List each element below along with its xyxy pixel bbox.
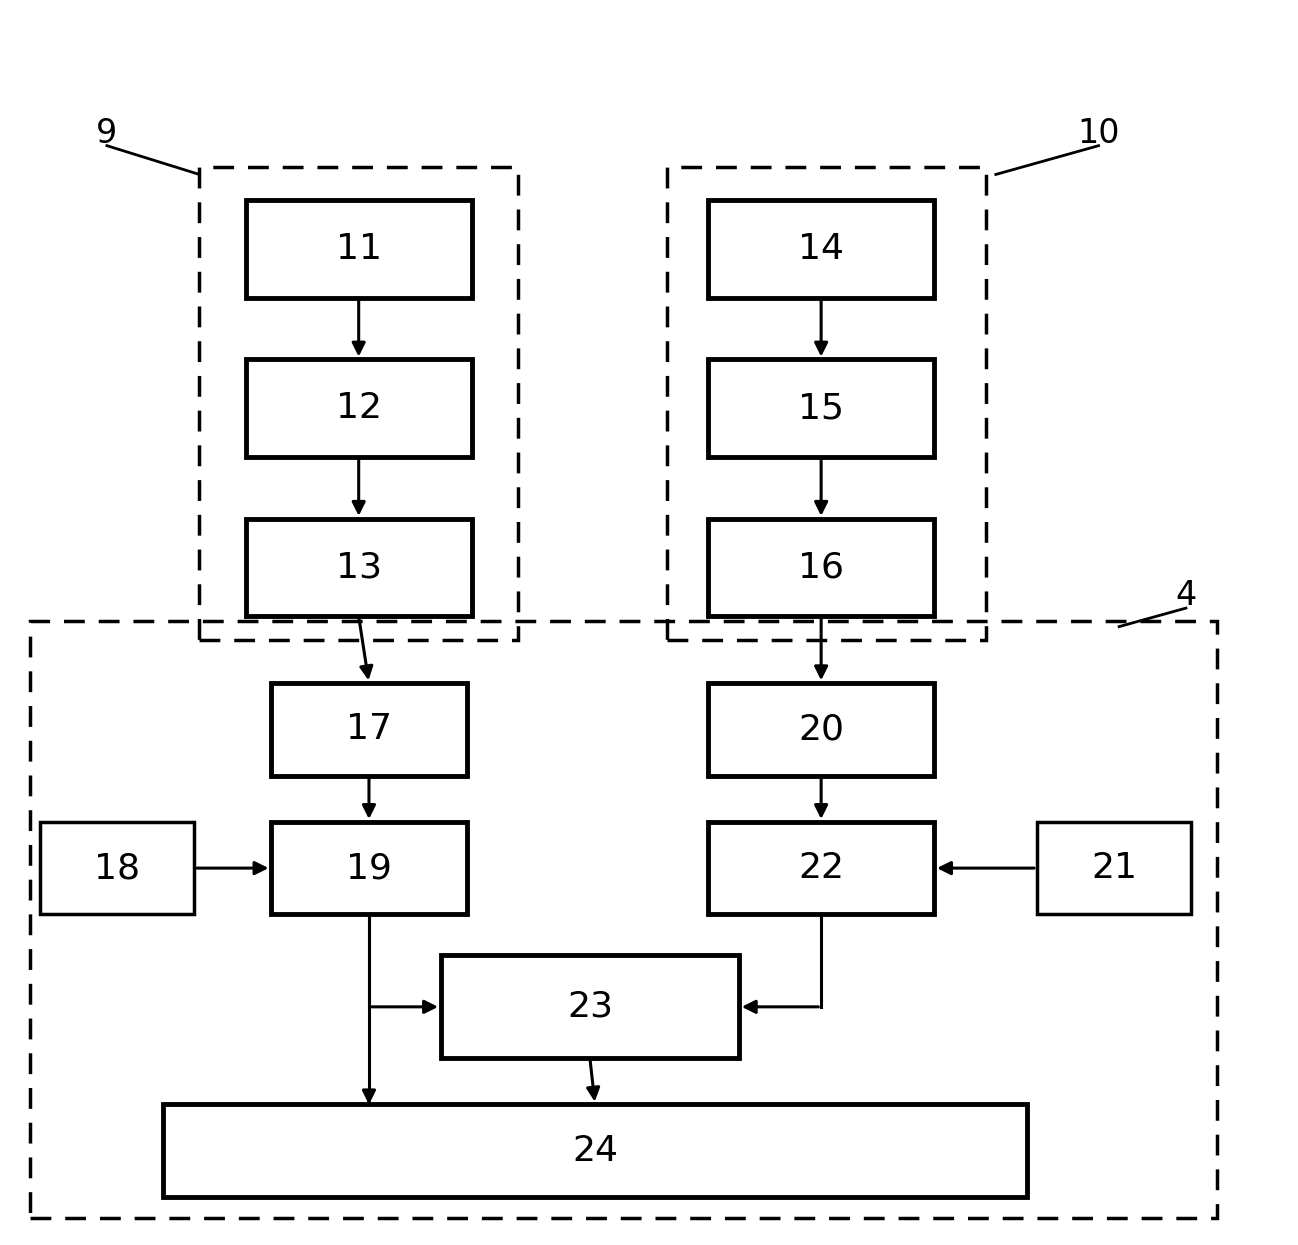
Bar	[709, 684, 935, 776]
Text: 4: 4	[1175, 579, 1197, 613]
Text: 21: 21	[1092, 852, 1137, 885]
Text: 24: 24	[572, 1134, 618, 1168]
Text: 9: 9	[96, 117, 118, 149]
Bar	[164, 1104, 1027, 1196]
Bar	[40, 822, 195, 914]
Bar	[245, 200, 471, 298]
Bar	[271, 822, 466, 914]
Text: 12: 12	[336, 391, 382, 426]
Text: 20: 20	[798, 712, 844, 746]
Bar	[441, 955, 739, 1058]
Bar	[245, 360, 471, 457]
Text: 19: 19	[347, 852, 392, 885]
Bar	[709, 822, 935, 914]
Bar	[709, 200, 935, 298]
Text: 22: 22	[798, 852, 844, 885]
Text: 10: 10	[1077, 117, 1120, 149]
Bar	[667, 167, 985, 640]
Bar	[30, 621, 1216, 1218]
Text: 23: 23	[567, 990, 613, 1023]
Bar	[245, 519, 471, 616]
Text: 15: 15	[798, 391, 844, 426]
Bar	[1037, 822, 1192, 914]
Bar	[271, 684, 466, 776]
Text: 11: 11	[336, 232, 382, 266]
Text: 16: 16	[798, 550, 844, 584]
Text: 13: 13	[336, 550, 382, 584]
Bar	[709, 360, 935, 457]
Bar	[709, 519, 935, 616]
Text: 14: 14	[798, 232, 844, 266]
Text: 18: 18	[95, 852, 140, 885]
Bar	[200, 167, 518, 640]
Text: 17: 17	[347, 712, 392, 746]
